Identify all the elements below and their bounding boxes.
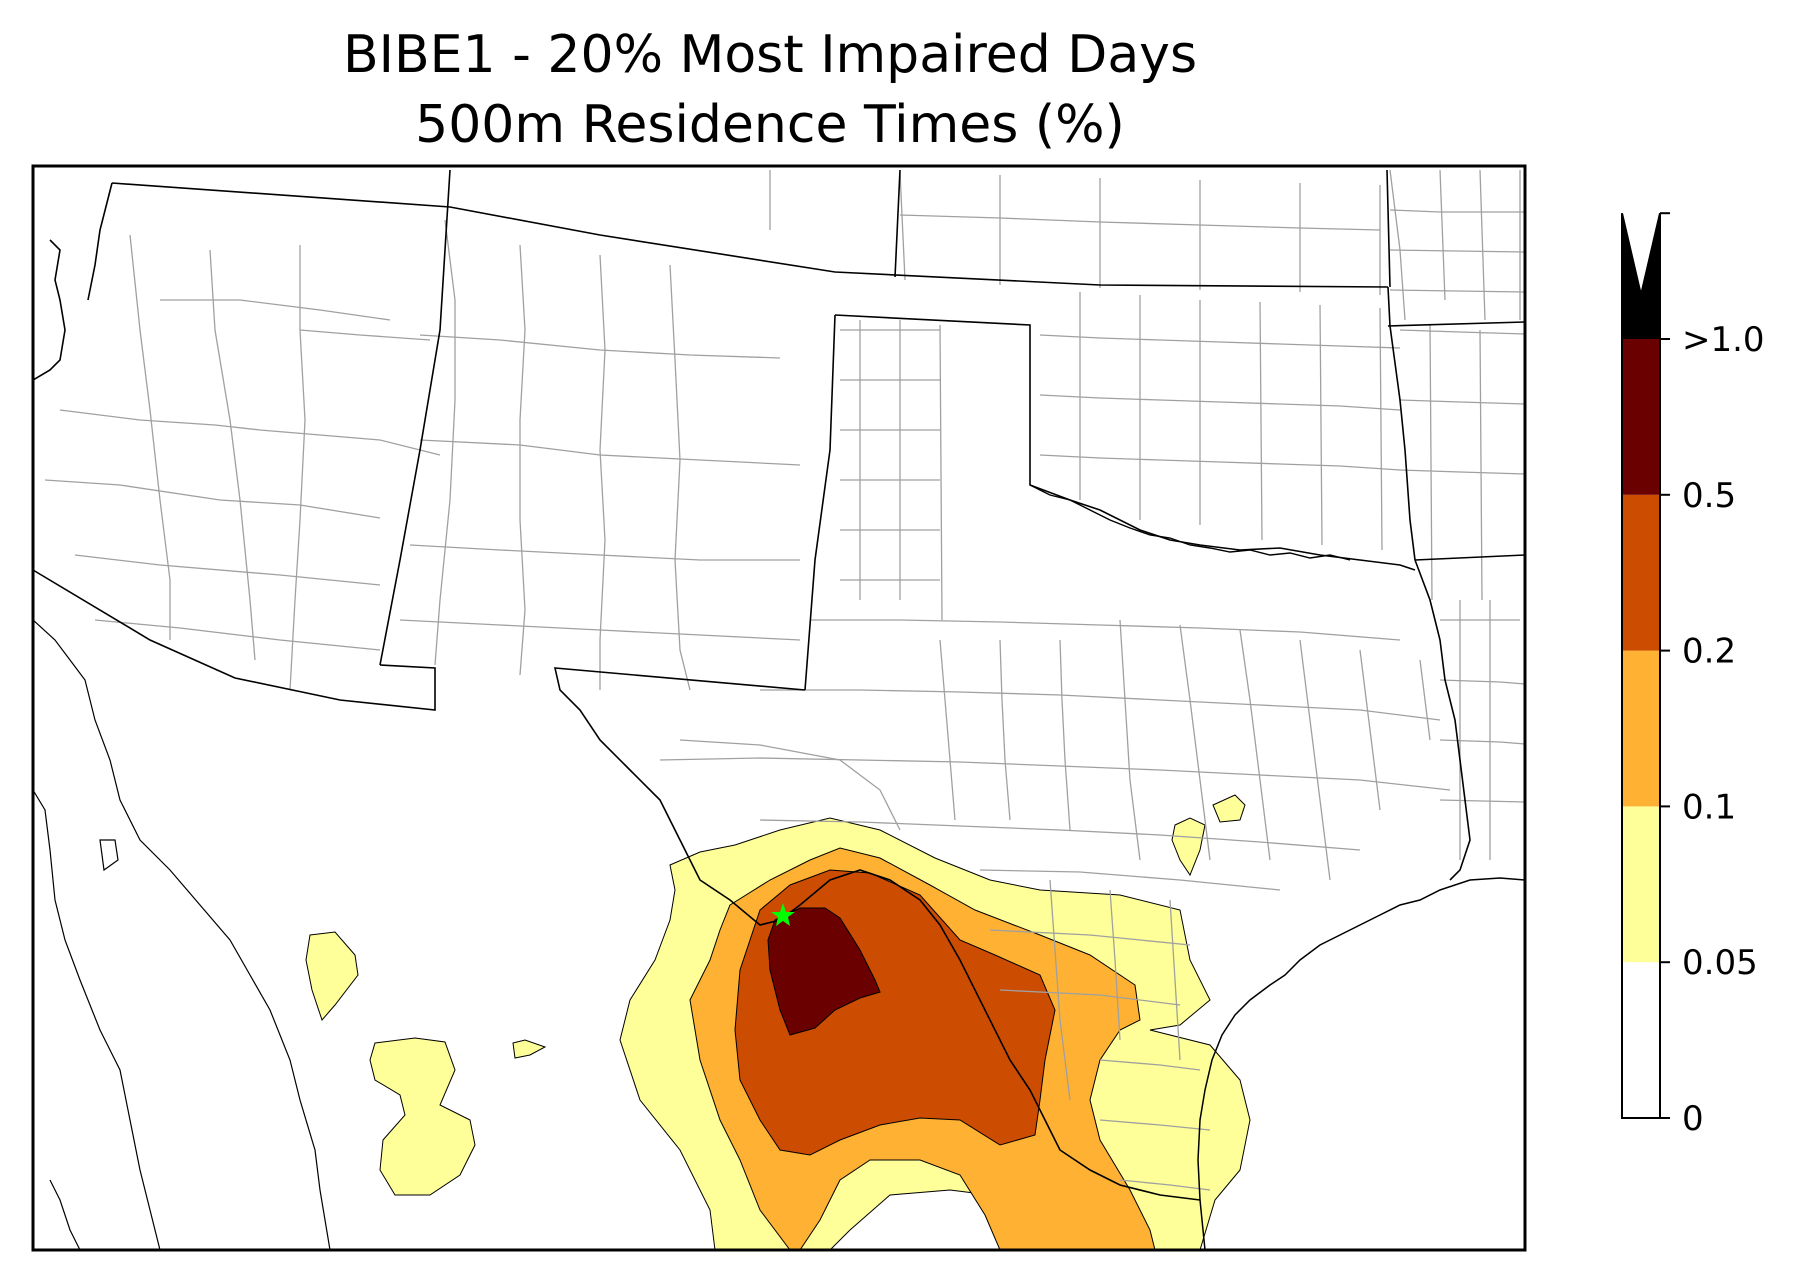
colorbar: 0 0.05 0.1 0.2 0.5 >1.0	[1621, 212, 1765, 1139]
colorbar-band	[1622, 650, 1660, 807]
colorbar-tick-label: 0	[1682, 1099, 1704, 1139]
contour-0.05-blob-3	[512, 1039, 547, 1059]
colorbar-outline	[1621, 212, 1661, 1119]
gulf-coast	[1197, 877, 1525, 1250]
contour-0.5	[767, 907, 881, 1036]
site-star-marker	[771, 903, 795, 926]
colorbar-tick-label: 0.1	[1682, 787, 1736, 827]
state-borders	[33, 169, 1525, 1201]
county-borders	[44, 169, 1525, 1191]
colorbar-tick-label: 0.05	[1682, 943, 1758, 983]
colorbar-tick-label: 0.2	[1682, 632, 1736, 672]
colorbar-tick-label: 0.5	[1682, 476, 1736, 516]
mexico-coastline	[33, 619, 331, 1250]
contour-0.05-blob-4	[1171, 817, 1206, 877]
colorbar-band	[1622, 806, 1660, 963]
red-river	[1029, 484, 1351, 561]
map-frame	[31, 164, 1527, 1252]
colorbar-band	[1622, 962, 1660, 1118]
contour-fills	[305, 794, 1251, 1250]
chart-title: BIBE1 - 20% Most Impaired Days	[342, 25, 1198, 85]
contour-0.05-blob-1	[305, 931, 359, 1021]
colorbar-extend-arrow	[1622, 213, 1660, 339]
colorbar-tick-label: >1.0	[1682, 320, 1765, 360]
contour-0.05-blob-5	[1212, 794, 1246, 823]
colorbar-band	[1622, 494, 1660, 651]
colorbar-band	[1622, 339, 1660, 495]
chart-subtitle: 500m Residence Times (%)	[415, 95, 1125, 155]
contour-0.05-blob-2	[369, 1037, 476, 1196]
map-area	[33, 169, 1525, 1250]
